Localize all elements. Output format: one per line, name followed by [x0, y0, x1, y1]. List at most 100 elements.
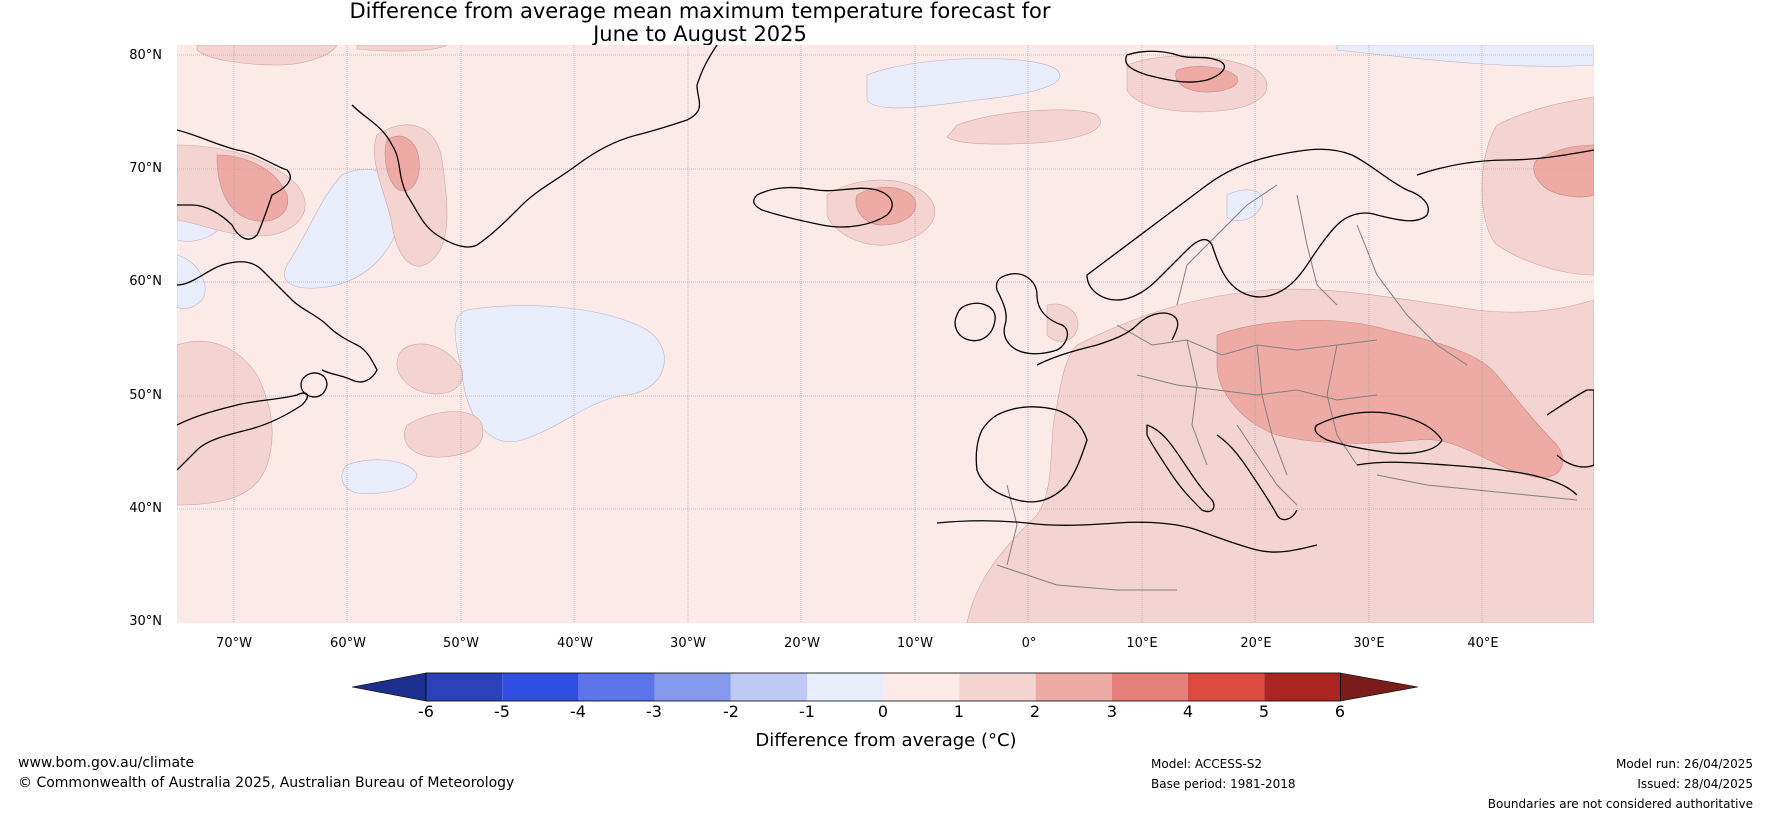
colorbar-label: Difference from average (°C)	[755, 730, 1017, 751]
colorbar-tick-6: 6	[1334, 702, 1346, 721]
colorbar-tick--2: -2	[723, 702, 739, 721]
colorbar	[352, 672, 1418, 702]
colorbar-bin-1-2	[959, 673, 1036, 701]
warm-region-north-atlantic-strip	[946, 109, 1101, 145]
footer-model: Model: ACCESS-S2	[1151, 757, 1263, 771]
coast-ireland	[954, 302, 996, 342]
border-scandinavia	[1176, 184, 1278, 306]
colorbar-tick--1: -1	[799, 702, 815, 721]
border-europe-5	[1326, 344, 1358, 466]
colorbar-tick-2: 2	[1029, 702, 1041, 721]
border-russia	[1356, 224, 1468, 366]
colorbar-bin-2-3	[1035, 673, 1112, 701]
lon-label-10w: 10°W	[897, 636, 933, 651]
footer-model-run: Model run: 26/04/2025	[1615, 757, 1753, 771]
border-europe-1	[1116, 324, 1378, 356]
coast-baffin-island	[177, 129, 291, 240]
warm-anomaly-regions-level2	[216, 66, 1594, 478]
coast-labrador	[177, 261, 378, 383]
colorbar-tick--4: -4	[570, 702, 586, 721]
colorbar-bin-n3-n2	[654, 673, 731, 701]
footer-issued: Issued: 28/04/2025	[1637, 777, 1753, 791]
coast-greenland	[351, 45, 718, 248]
colorbar-tick--3: -3	[646, 702, 662, 721]
border-balkans	[1236, 424, 1298, 506]
coast-newfoundland	[300, 372, 328, 398]
colorbar-outline	[425, 672, 1341, 702]
lat-label-80: 80°N	[129, 48, 162, 63]
lon-label-30e: 30°E	[1353, 636, 1385, 651]
footer-copyright: © Commonwealth of Australia 2025, Austra…	[18, 775, 515, 791]
coast-turkey	[1356, 461, 1578, 496]
colorbar-tick--5: -5	[494, 702, 510, 721]
cool-region-small-atlantic	[341, 459, 418, 494]
coast-russia-north	[1416, 149, 1594, 176]
coast-scandinavia	[1086, 148, 1429, 301]
warm-region-north-edge-mid	[356, 45, 448, 52]
colorbar-bin-n4-n3	[578, 673, 655, 701]
coast-black-sea	[1314, 411, 1443, 455]
lat-label-60: 60°N	[129, 274, 162, 289]
coast-north-africa	[936, 520, 1318, 553]
footer-base-period: Base period: 1981-2018	[1151, 777, 1296, 791]
lat-label-30: 30°N	[129, 614, 162, 629]
country-borders	[996, 184, 1578, 591]
lat-label-70: 70°N	[129, 161, 162, 176]
colorbar-tick--6: -6	[418, 702, 434, 721]
lon-label-40e: 40°E	[1467, 636, 1499, 651]
warm-core-baffin	[216, 154, 289, 222]
colorbar-extend-high	[1340, 672, 1418, 702]
colorbar-bin-3-4	[1111, 673, 1188, 701]
colorbar-bin-n2-n1	[730, 673, 807, 701]
border-turkey	[1376, 474, 1578, 501]
temperature-anomaly-map	[177, 45, 1594, 623]
coast-balkans-greece	[1216, 434, 1298, 521]
colorbar-bin-0-1	[883, 673, 960, 701]
lon-label-20e: 20°E	[1240, 636, 1272, 651]
warm-region-east-europe-north	[1481, 96, 1594, 276]
footer-url[interactable]: www.bom.gov.au/climate	[18, 755, 195, 771]
border-europe-3	[1186, 339, 1208, 466]
warm-core-eastern-europe	[1216, 320, 1564, 478]
lat-label-40: 40°N	[129, 501, 162, 516]
coast-italy	[1146, 424, 1215, 513]
colorbar-bin-5-6	[1264, 673, 1341, 701]
title-line-1: Difference from average mean maximum tem…	[349, 0, 1051, 23]
warm-region-canada-east	[177, 341, 273, 506]
footer-disclaimer: Boundaries are not considered authoritat…	[1487, 797, 1753, 811]
graticule	[177, 45, 1594, 623]
warm-region-atlantic-2	[404, 411, 484, 458]
colorbar-extend-low	[352, 672, 427, 702]
warm-core-iceland	[855, 186, 916, 226]
colorbar-tick-4: 4	[1182, 702, 1194, 721]
warm-core-greenland	[384, 135, 420, 192]
warm-region-uk-west	[1046, 303, 1079, 342]
warm-core-svalbard	[1175, 66, 1239, 93]
lat-label-50: 50°N	[129, 388, 162, 403]
colorbar-bin-4-5	[1188, 673, 1265, 701]
warm-region-atlantic-1	[396, 343, 463, 395]
map-title: Difference from average mean maximum tem…	[0, 0, 1400, 46]
lon-label-40w: 40°W	[557, 636, 593, 651]
lon-label-70w: 70°W	[216, 636, 252, 651]
lon-label-60w: 60°W	[330, 636, 366, 651]
coast-iceland	[753, 186, 893, 228]
colorbar-bin-n6-n5	[426, 673, 503, 701]
colorbar-tick-0: 0	[877, 702, 889, 721]
coast-svalbard	[1125, 50, 1226, 83]
border-europe-4	[1256, 344, 1288, 476]
cool-region-norway	[1226, 189, 1264, 221]
border-finland	[1296, 194, 1338, 306]
coastlines	[177, 45, 1594, 553]
colorbar-tick-3: 3	[1106, 702, 1118, 721]
coast-nova-scotia	[177, 392, 309, 471]
coast-caspian-east	[1546, 389, 1594, 468]
colorbar-tick-5: 5	[1258, 702, 1270, 721]
coast-iberia	[975, 406, 1088, 503]
lon-label-50w: 50°W	[443, 636, 479, 651]
colorbar-bin-n1-0	[807, 673, 884, 701]
warm-core-northeast	[1533, 144, 1594, 198]
colorbar-tick-1: 1	[953, 702, 965, 721]
coast-british-isles	[995, 273, 1069, 355]
colorbar-bin-n5-n4	[502, 673, 579, 701]
